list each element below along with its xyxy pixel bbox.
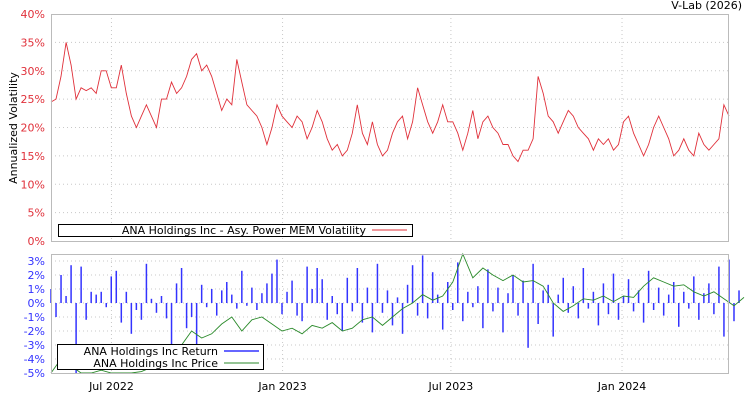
credit-label: V-Lab (2026) — [671, 0, 742, 12]
x-tick-label: Jan 2024 — [597, 380, 646, 393]
y-tick-label: 40% — [21, 8, 45, 21]
volatility-plot-frame — [51, 14, 729, 242]
legend-price-label: ANA Holdings Inc Price — [93, 357, 218, 370]
volatility-legend: ANA Holdings Inc - Asy. Power MEM Volati… — [58, 224, 413, 237]
volatility-line — [50, 42, 730, 163]
y-tick-label: 5% — [28, 207, 45, 220]
x-tick-label: Jul 2023 — [428, 380, 474, 393]
y-tick-label: 20% — [21, 122, 45, 135]
y-tick-label: 0% — [28, 297, 45, 310]
y-tick-label: 30% — [21, 65, 45, 78]
y-tick-label: 1% — [28, 283, 45, 296]
return-plot-frame — [51, 254, 729, 374]
y-tick-label: 0% — [28, 235, 45, 248]
y-tick-label: 15% — [21, 150, 45, 163]
legend-volatility-label: ANA Holdings Inc - Asy. Power MEM Volati… — [122, 224, 367, 237]
y-tick-label: 25% — [21, 93, 45, 106]
y-axis-label: Annualized Volatility — [7, 72, 20, 184]
x-tick-label: Jan 2023 — [257, 380, 306, 393]
y-tick-label: -4% — [24, 353, 45, 366]
y-tick-label: -5% — [24, 367, 45, 380]
legend-return-label: ANA Holdings Inc Return — [84, 345, 218, 358]
y-tick-label: -2% — [24, 325, 45, 338]
y-tick-label: 2% — [28, 269, 45, 282]
y-tick-label: 3% — [28, 255, 45, 268]
y-tick-label: -1% — [24, 311, 45, 324]
y-tick-label: -3% — [24, 339, 45, 352]
return-legend: ANA Holdings Inc Return ANA Holdings Inc… — [57, 344, 264, 370]
y-tick-label: 10% — [21, 178, 45, 191]
x-tick-label: Jul 2022 — [88, 380, 134, 393]
y-tick-label: 35% — [21, 36, 45, 49]
